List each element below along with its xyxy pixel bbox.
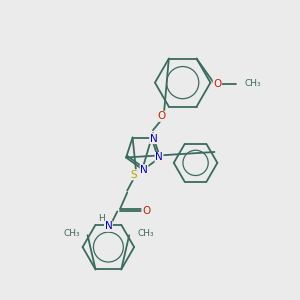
Text: O: O bbox=[158, 111, 166, 121]
Text: N: N bbox=[155, 152, 163, 163]
Text: H: H bbox=[98, 214, 105, 223]
Text: CH₃: CH₃ bbox=[137, 229, 154, 238]
Text: N: N bbox=[104, 221, 112, 231]
Text: N: N bbox=[140, 165, 148, 175]
Text: CH₃: CH₃ bbox=[63, 229, 80, 238]
Text: CH₃: CH₃ bbox=[244, 79, 261, 88]
Text: O: O bbox=[142, 206, 150, 216]
Text: O: O bbox=[213, 79, 221, 88]
Text: N: N bbox=[150, 134, 158, 143]
Text: S: S bbox=[131, 170, 137, 180]
